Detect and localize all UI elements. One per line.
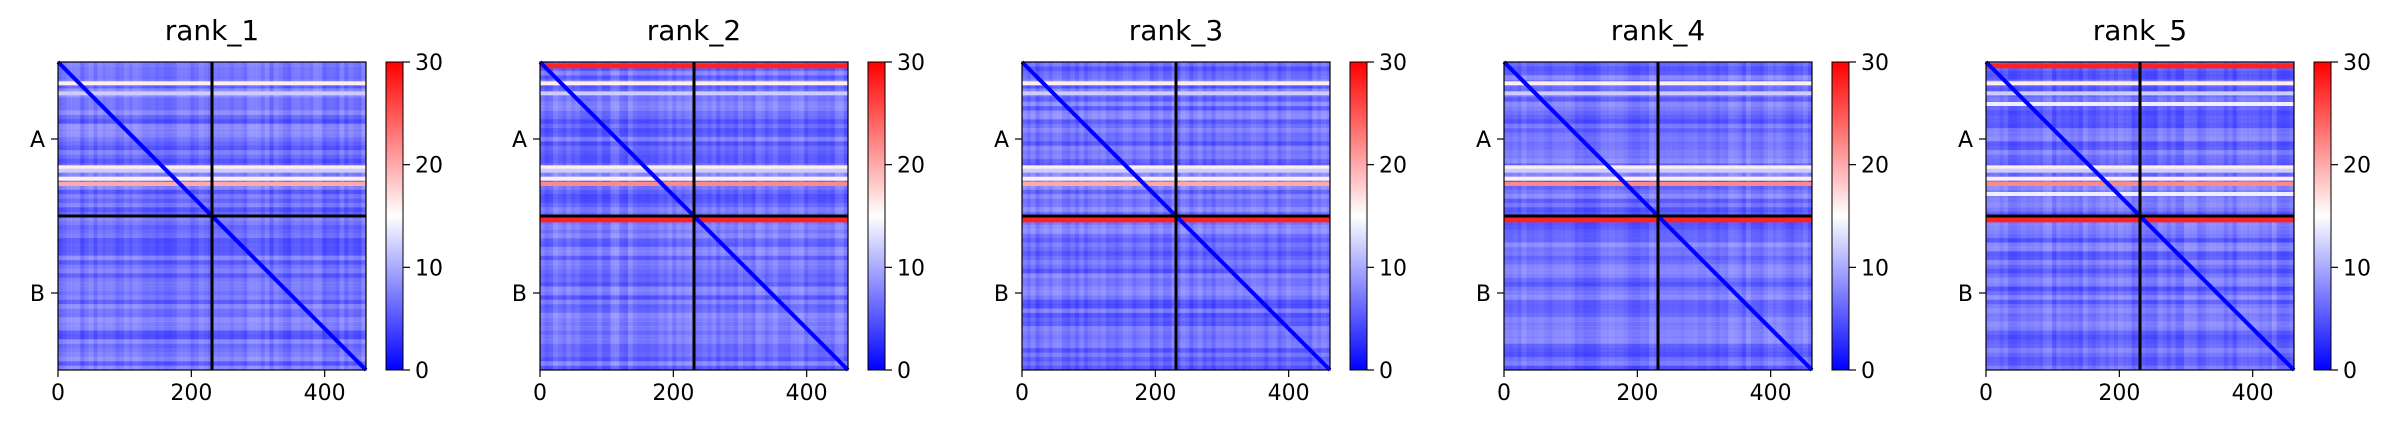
y-tick-label: A [1958,128,1973,153]
colorbar-tick-label: 0 [2343,359,2357,384]
colorbar-tick-label: 10 [415,256,443,281]
x-tick-label: 200 [1134,381,1176,406]
x-tick-label: 0 [533,381,547,406]
pae-panel-5: rank_5 0 200 400 A B 0 10 20 30 [1958,14,2371,406]
colorbar-tick-label: 30 [415,51,443,76]
x-tick-label: 400 [2232,381,2274,406]
x-tick-label: 200 [2098,381,2140,406]
colorbar [385,61,404,371]
colorbar [2313,61,2332,371]
colorbar-tick-label: 30 [1379,51,1407,76]
axes-frame [539,61,849,371]
x-tick-label: 0 [1015,381,1029,406]
x-tick-label: 0 [1497,381,1511,406]
x-tick-label: 400 [1268,381,1310,406]
colorbar-tick-label: 30 [897,51,925,76]
colorbar-tick-label: 0 [1861,359,1875,384]
panel-title: rank_5 [2093,14,2187,47]
panel-title: rank_3 [1129,14,1223,47]
colorbar-tick-label: 20 [1379,154,1407,179]
x-tick-label: 400 [304,381,346,406]
panel-title: rank_1 [165,14,259,47]
colorbar-tick-label: 20 [897,154,925,179]
axes-frame [1503,61,1813,371]
x-tick-label: 200 [170,381,212,406]
colorbar [1831,61,1850,371]
y-tick-label: A [30,128,45,153]
y-tick-label: A [512,128,527,153]
x-tick-label: 200 [652,381,694,406]
axes-frame [57,61,367,371]
colorbar-tick-label: 20 [2343,154,2371,179]
panel-title: rank_2 [647,14,741,47]
colorbar-tick-label: 10 [1379,256,1407,281]
y-tick-label: A [1476,128,1491,153]
colorbar-tick-label: 10 [1861,256,1889,281]
axes-frame [1021,61,1331,371]
y-tick-label: A [994,128,1009,153]
colorbar-tick-label: 0 [1379,359,1393,384]
colorbar [867,61,886,371]
colorbar-tick-label: 10 [897,256,925,281]
x-tick-label: 0 [1979,381,1993,406]
pae-panel-3: rank_3 0 200 400 A B 0 10 20 30 [994,14,1407,406]
y-tick-label: B [512,282,527,307]
colorbar [1349,61,1368,371]
y-tick-label: B [994,282,1009,307]
colorbar-tick-label: 30 [2343,51,2371,76]
x-tick-label: 0 [51,381,65,406]
colorbar-tick-label: 10 [2343,256,2371,281]
colorbar-tick-label: 20 [415,154,443,179]
pae-panel-2: rank_2 0 200 400 A B 0 10 20 30 [512,14,925,406]
y-tick-label: B [1958,282,1973,307]
x-tick-label: 400 [786,381,828,406]
y-tick-label: B [30,282,45,307]
axes-frame [1985,61,2295,371]
pae-panel-4: rank_4 0 200 400 A B 0 10 20 30 [1476,14,1889,406]
colorbar-tick-label: 20 [1861,154,1889,179]
colorbar-tick-label: 0 [897,359,911,384]
pae-panel-1: rank_1 0 200 400 A B 0 10 20 30 [30,14,443,406]
x-tick-label: 400 [1750,381,1792,406]
y-tick-label: B [1476,282,1491,307]
colorbar-tick-label: 30 [1861,51,1889,76]
colorbar-tick-label: 0 [415,359,429,384]
panel-title: rank_4 [1611,14,1705,47]
x-tick-label: 200 [1616,381,1658,406]
